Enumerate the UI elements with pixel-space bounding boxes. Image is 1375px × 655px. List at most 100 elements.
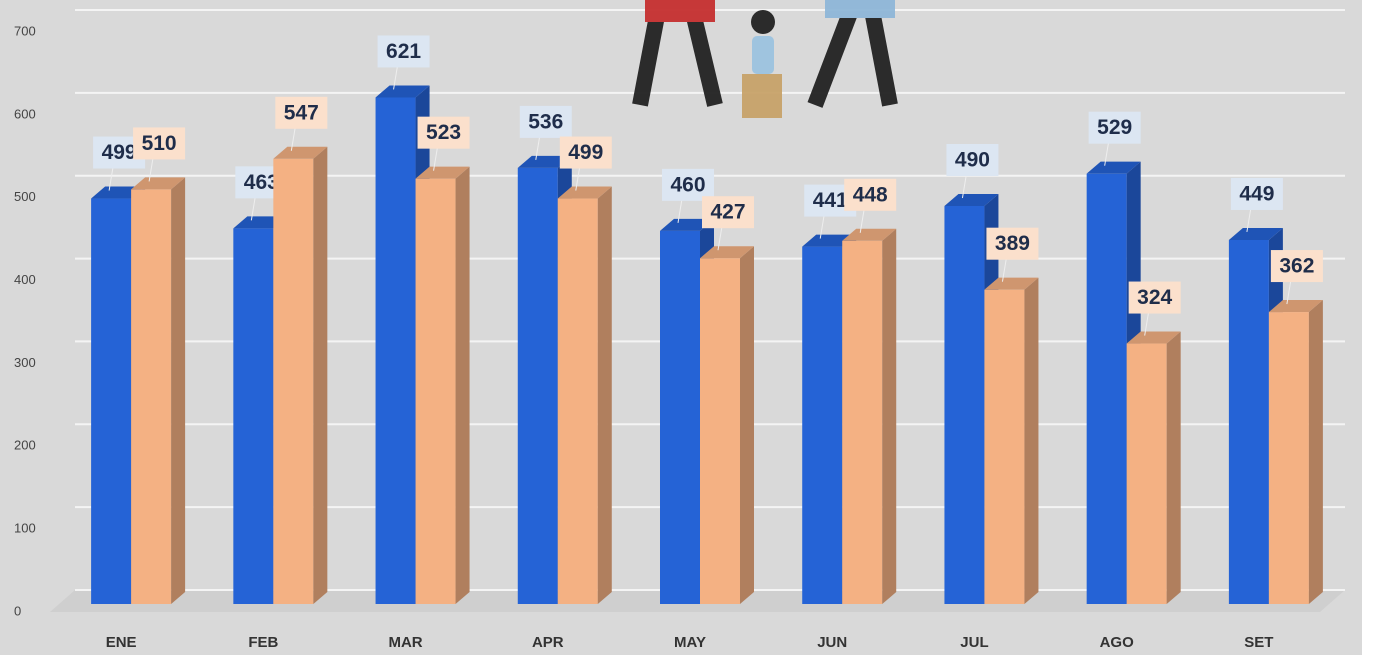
y-tick-label: 0 (14, 603, 21, 618)
bar-top (131, 177, 186, 190)
bar-front (1126, 343, 1167, 604)
bar-front (700, 258, 740, 604)
label-box (1088, 111, 1141, 144)
bar-side (455, 166, 470, 604)
data-label: 490 (955, 149, 990, 172)
bar-top (273, 146, 328, 159)
y-tick-label: 200 (14, 438, 36, 453)
bar-top (375, 85, 430, 98)
data-label: 523 (426, 121, 461, 144)
bar-front (273, 158, 314, 604)
bar (415, 166, 470, 604)
bar-front (660, 230, 700, 604)
bar-top (517, 155, 572, 168)
bar-front (1228, 239, 1269, 604)
bar (273, 146, 328, 604)
bar-top (700, 246, 754, 259)
label-leader (575, 166, 581, 191)
illustration (632, 0, 898, 118)
x-tick-label: FEB (248, 634, 278, 651)
x-tick-label: JUL (960, 634, 988, 651)
y-tick-label: 700 (14, 23, 36, 38)
bar-side (882, 228, 897, 605)
data-label: 529 (1097, 116, 1132, 139)
bar-top (944, 194, 999, 206)
bar-side (171, 177, 186, 604)
label-leader (393, 65, 399, 90)
x-tick-label: APR (532, 634, 564, 651)
label-box (702, 196, 754, 229)
y-tick-label: 500 (14, 189, 36, 204)
y-tick-label: 400 (14, 272, 36, 287)
bar (700, 246, 754, 604)
bar-front (842, 240, 883, 605)
bar-top (1228, 227, 1283, 240)
bar-front (1086, 173, 1127, 604)
bar-side (1024, 277, 1039, 604)
bar-top (1086, 161, 1141, 174)
label-box (1230, 177, 1283, 210)
data-label: 499 (568, 141, 603, 164)
data-label: 362 (1279, 255, 1314, 278)
data-label: 441 (813, 189, 848, 212)
data-label: 463 (244, 171, 279, 194)
bar-front (984, 289, 1025, 604)
label-box (1270, 250, 1323, 283)
x-tick-label: JUN (817, 634, 847, 651)
label-leader (108, 166, 114, 191)
x-tick-label: SET (1244, 634, 1273, 651)
label-box (377, 35, 430, 68)
data-label: 547 (284, 101, 319, 124)
bar-top (984, 277, 1039, 290)
data-label: 499 (102, 141, 137, 164)
label-leader (717, 226, 723, 251)
bar-front (1268, 312, 1309, 604)
bar (131, 177, 186, 604)
label-leader (1144, 311, 1150, 336)
bar-front (233, 228, 274, 604)
bar-top (1126, 331, 1181, 344)
bar-front (415, 178, 456, 604)
bar-top (660, 218, 714, 231)
data-label: 448 (853, 183, 888, 206)
bar-front (517, 167, 558, 604)
bar-side (313, 146, 328, 604)
data-label: 510 (142, 132, 177, 155)
x-tick-label: MAR (388, 634, 422, 651)
bar-side (740, 246, 754, 604)
bar (1268, 300, 1323, 604)
label-leader (290, 126, 296, 151)
bar-side (597, 186, 612, 605)
data-label: 449 (1239, 183, 1274, 206)
bar (557, 186, 612, 605)
y-tick-label: 300 (14, 355, 36, 370)
label-box (986, 227, 1039, 260)
label-box (417, 116, 470, 149)
label-leader (677, 198, 683, 223)
label-box (559, 136, 612, 169)
label-leader (961, 173, 967, 199)
data-label: 324 (1137, 286, 1172, 309)
bar (1126, 331, 1181, 604)
label-leader (535, 135, 541, 160)
label-leader (859, 208, 865, 233)
right-margin (1362, 0, 1375, 655)
data-label: 536 (528, 110, 563, 133)
label-leader (1246, 207, 1252, 233)
label-leader (1286, 279, 1292, 305)
x-tick-label: ENE (106, 634, 137, 651)
bar-top (557, 186, 612, 199)
label-box (1128, 281, 1181, 314)
label-box (275, 96, 328, 129)
label-leader (1001, 257, 1007, 282)
label-leader (148, 157, 154, 182)
bar (984, 277, 1039, 604)
bar-side (1166, 331, 1181, 604)
bar-front (944, 206, 985, 604)
bar-side (1308, 300, 1323, 604)
data-label: 621 (386, 40, 421, 63)
label-box (133, 127, 186, 160)
bar-top (1268, 300, 1323, 313)
y-tick-label: 600 (14, 106, 36, 121)
